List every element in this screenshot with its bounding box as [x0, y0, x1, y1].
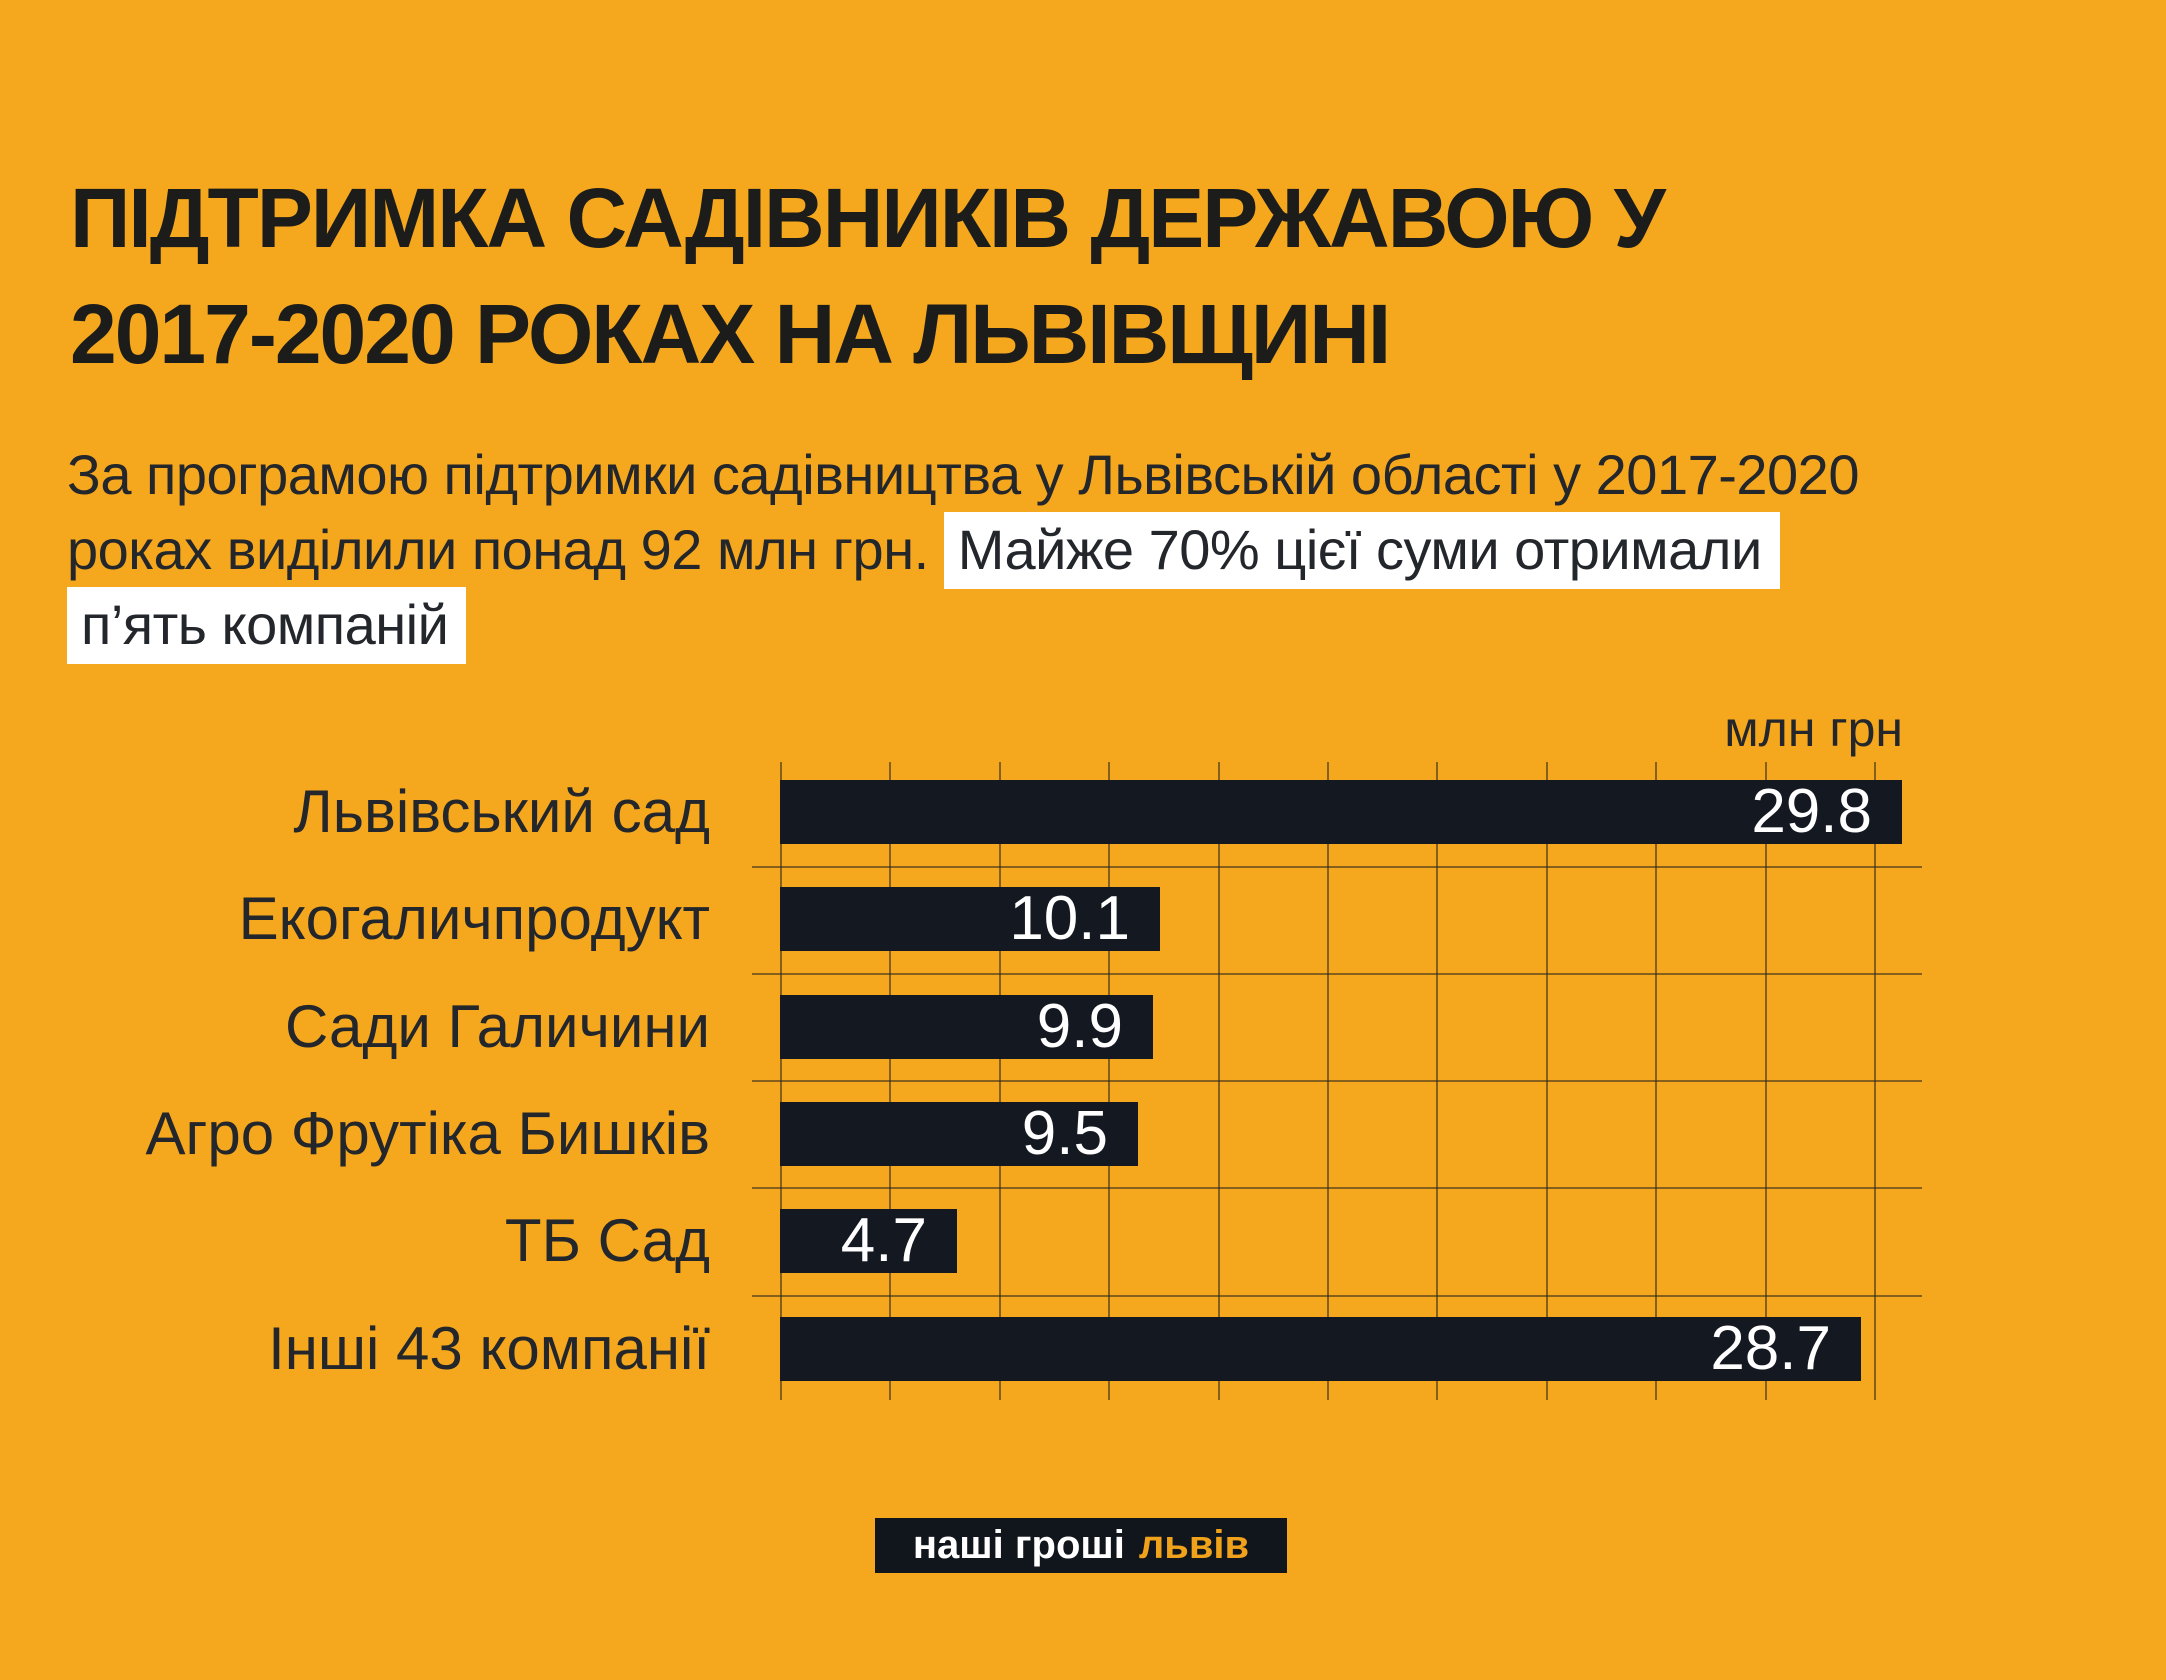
row-separator [752, 1080, 1922, 1082]
row-separator [752, 1187, 1922, 1189]
bar: 29.8 [780, 780, 1902, 844]
bar: 10.1 [780, 887, 1160, 951]
logo-text-accent: львів [1138, 1523, 1250, 1567]
bar-label: ТБ Сад [504, 1207, 710, 1274]
subtitle-line-2: роках виділили понад 92 млн грн. Майже 7… [67, 512, 1780, 589]
logo-text-main: наші гроші [912, 1523, 1125, 1567]
subtitle-text: За програмою підтримки садівництва у Льв… [67, 443, 1859, 506]
subtitle-highlight: п’ять компаній [67, 587, 467, 664]
subtitle-line-1: За програмою підтримки садівництва у Льв… [67, 437, 1859, 512]
brand-logo: наші гроші львів [875, 1518, 1287, 1573]
page-title: ПІДТРИМКА САДІВНИКІВ ДЕРЖАВОЮ У 2017-202… [70, 160, 1666, 392]
bar-value: 9.5 [1021, 1099, 1108, 1168]
bar-value: 28.7 [1710, 1314, 1831, 1383]
bar: 4.7 [780, 1209, 957, 1273]
row-separator [752, 973, 1922, 975]
title-line-2: 2017-2020 РОКАХ НА ЛЬВІВЩИНІ [70, 287, 1391, 382]
row-separator [752, 866, 1922, 868]
subtitle-highlight: Майже 70% цієї суми отримали [943, 512, 1780, 589]
subtitle-text: роках виділили понад 92 млн грн. [67, 518, 929, 581]
bar-label: Агро Фрутіка Бишків [145, 1100, 710, 1167]
bar-label: Інші 43 компанії [268, 1315, 710, 1382]
bar-value: 10.1 [1009, 884, 1130, 953]
bar: 9.9 [780, 995, 1153, 1059]
row-separator [752, 1295, 1922, 1297]
bar-label: Сади Галичини [284, 993, 710, 1060]
bar-value: 4.7 [840, 1206, 927, 1275]
bar-value: 9.9 [1036, 992, 1123, 1061]
subtitle-line-3: п’ять компаній [67, 587, 467, 664]
bar: 28.7 [780, 1317, 1861, 1381]
bar-value: 29.8 [1751, 777, 1872, 846]
title-line-1: ПІДТРИМКА САДІВНИКІВ ДЕРЖАВОЮ У [70, 171, 1666, 266]
axis-unit-label: млн грн [1724, 701, 1903, 757]
bar-label: Екогаличпродукт [238, 885, 710, 952]
bar: 9.5 [780, 1102, 1138, 1166]
bar-label: Львівський сад [293, 778, 710, 845]
